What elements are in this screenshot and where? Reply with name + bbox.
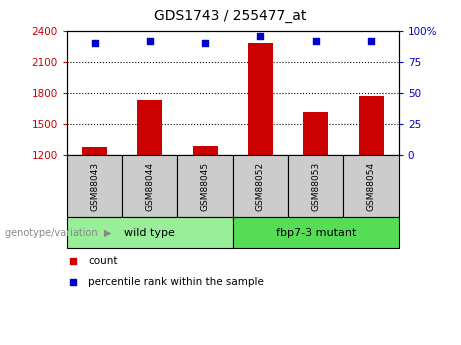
- Text: GSM88052: GSM88052: [256, 162, 265, 211]
- Bar: [122, 155, 177, 217]
- Bar: [193, 146, 218, 155]
- Text: fbp7-3 mutant: fbp7-3 mutant: [276, 228, 356, 238]
- Bar: [303, 112, 328, 155]
- Point: [146, 38, 154, 44]
- Text: GSM88044: GSM88044: [145, 162, 154, 211]
- Bar: [233, 155, 288, 217]
- Bar: [343, 155, 399, 217]
- Text: genotype/variation  ▶: genotype/variation ▶: [5, 228, 111, 238]
- Bar: [82, 147, 107, 155]
- Point: [91, 41, 98, 46]
- Text: percentile rank within the sample: percentile rank within the sample: [89, 277, 264, 287]
- Text: GSM88043: GSM88043: [90, 162, 99, 211]
- Text: GSM88054: GSM88054: [366, 162, 376, 211]
- Point: [257, 33, 264, 39]
- Text: GSM88053: GSM88053: [311, 162, 320, 211]
- Bar: [67, 217, 233, 248]
- Bar: [67, 155, 122, 217]
- Text: GDS1743 / 255477_at: GDS1743 / 255477_at: [154, 9, 307, 23]
- Point: [312, 38, 319, 44]
- Bar: [248, 43, 273, 155]
- Bar: [137, 100, 162, 155]
- Point: [70, 259, 77, 264]
- Point: [70, 279, 77, 285]
- Bar: [233, 217, 399, 248]
- Text: count: count: [89, 256, 118, 266]
- Bar: [359, 96, 384, 155]
- Point: [201, 41, 209, 46]
- Point: [367, 38, 375, 44]
- Text: wild type: wild type: [124, 228, 175, 238]
- Bar: [288, 155, 343, 217]
- Text: GSM88045: GSM88045: [201, 162, 210, 211]
- Bar: [177, 155, 233, 217]
